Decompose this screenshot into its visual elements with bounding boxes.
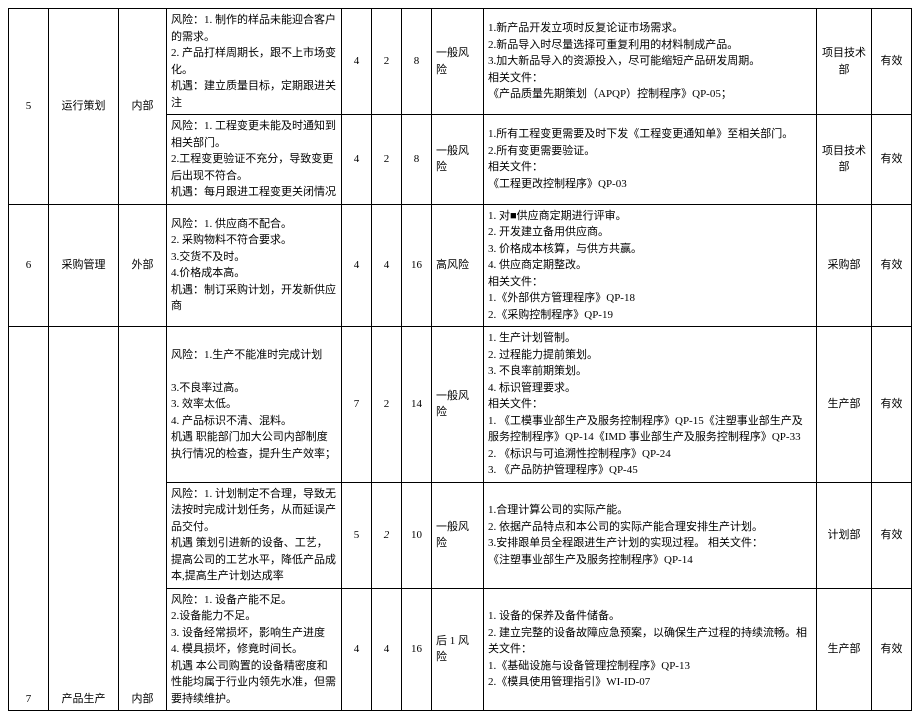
cell-risk: 风险：1. 工程变更未能及时通知到相关部门。2.工程变更验证不充分，导致变更后出… xyxy=(167,115,342,205)
cell-level: 一般风险 xyxy=(432,9,484,115)
cell-dept: 采购部 xyxy=(817,204,872,327)
cell-status: 有效 xyxy=(872,327,912,483)
cell-measure: 1. 对■供应商定期进行评审。2. 开发建立备用供应商。3. 价格成本核算，与供… xyxy=(484,204,817,327)
cell-score1: 4 xyxy=(342,588,372,711)
cell-process: 产品生产 xyxy=(49,327,119,711)
cell-measure: 1.新产品开发立项时反复论证市场需求。2.新品导入时尽量选择可重复利用的材料制成… xyxy=(484,9,817,115)
cell-status: 有效 xyxy=(872,115,912,205)
cell-score1: 7 xyxy=(342,327,372,483)
cell-score3: 10 xyxy=(402,482,432,588)
cell-measure: 1. 设备的保养及备件储备。2. 建立完整的设备故障应急预案，以确保生产过程的持… xyxy=(484,588,817,711)
cell-score3: 16 xyxy=(402,204,432,327)
cell-dept: 项目技术部 xyxy=(817,9,872,115)
cell-level: 一般风险 xyxy=(432,482,484,588)
table-row: 6采购管理外部风险：1. 供应商不配合。2. 采购物料不符合要求。3.交货不及时… xyxy=(9,204,912,327)
cell-level: 高风险 xyxy=(432,204,484,327)
cell-level: 一般风险 xyxy=(432,115,484,205)
cell-level: 后 1 风险 xyxy=(432,588,484,711)
cell-index: 6 xyxy=(9,204,49,327)
cell-process: 采购管理 xyxy=(49,204,119,327)
cell-status: 有效 xyxy=(872,482,912,588)
cell-score1: 5 xyxy=(342,482,372,588)
cell-index: 7 xyxy=(9,327,49,711)
cell-score3: 8 xyxy=(402,9,432,115)
cell-score2: 4 xyxy=(372,204,402,327)
cell-score1: 4 xyxy=(342,9,372,115)
cell-risk: 风险：1. 设备产能不足。2.设备能力不足。3. 设备经常损坏，影响生产进度4.… xyxy=(167,588,342,711)
cell-risk: 风险：1.生产不能准时完成计划3.不良率过高。3. 效率太低。4. 产品标识不清… xyxy=(167,327,342,483)
cell-score1: 4 xyxy=(342,204,372,327)
cell-score2: 4 xyxy=(372,588,402,711)
cell-score2: 2 xyxy=(372,327,402,483)
cell-type: 内部 xyxy=(119,327,167,711)
cell-risk: 风险：1. 制作的样品未能迎合客户的需求。2. 产品打样周期长，跟不上市场变化。… xyxy=(167,9,342,115)
cell-risk: 风险：1. 供应商不配合。2. 采购物料不符合要求。3.交货不及时。4.价格成本… xyxy=(167,204,342,327)
cell-score2: 2 xyxy=(372,115,402,205)
cell-risk: 风险：1. 计划制定不合理，导致无法按时完成计划任务，从而延误产品交付。机遇 策… xyxy=(167,482,342,588)
cell-measure: 1.所有工程变更需要及时下发《工程变更通知单》至相关部门。2.所有变更需要验证。… xyxy=(484,115,817,205)
cell-score2: 2 xyxy=(372,482,402,588)
cell-type: 内部 xyxy=(119,9,167,205)
cell-dept: 生产部 xyxy=(817,588,872,711)
cell-index: 5 xyxy=(9,9,49,205)
cell-status: 有效 xyxy=(872,204,912,327)
cell-status: 有效 xyxy=(872,588,912,711)
cell-dept: 计划部 xyxy=(817,482,872,588)
cell-status: 有效 xyxy=(872,9,912,115)
cell-measure: 1.合理计算公司的实际产能。2. 依据产品特点和本公司的实际产能合理安排生产计划… xyxy=(484,482,817,588)
cell-measure: 1. 生产计划管制。2. 过程能力提前策划。3. 不良率前期策划。4. 标识管理… xyxy=(484,327,817,483)
risk-table: 5运行策划内部风险：1. 制作的样品未能迎合客户的需求。2. 产品打样周期长，跟… xyxy=(8,8,912,711)
cell-dept: 生产部 xyxy=(817,327,872,483)
cell-level: 一般风险 xyxy=(432,327,484,483)
table-row: 7产品生产内部风险：1.生产不能准时完成计划3.不良率过高。3. 效率太低。4.… xyxy=(9,327,912,483)
table-row: 5运行策划内部风险：1. 制作的样品未能迎合客户的需求。2. 产品打样周期长，跟… xyxy=(9,9,912,115)
cell-score2: 2 xyxy=(372,9,402,115)
cell-type: 外部 xyxy=(119,204,167,327)
cell-score3: 8 xyxy=(402,115,432,205)
cell-score1: 4 xyxy=(342,115,372,205)
cell-score3: 14 xyxy=(402,327,432,483)
cell-score3: 16 xyxy=(402,588,432,711)
cell-dept: 项目技术部 xyxy=(817,115,872,205)
cell-process: 运行策划 xyxy=(49,9,119,205)
